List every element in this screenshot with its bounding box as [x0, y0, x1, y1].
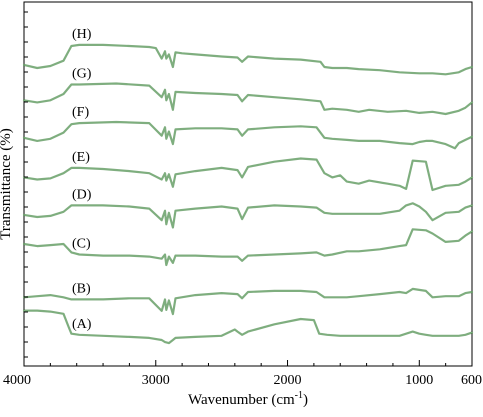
spectrum-shadow-e [22, 157, 474, 192]
series-label-f: (F) [72, 105, 89, 120]
x-tick-label-3000: 3000 [142, 373, 170, 388]
x-tick-label-4000: 4000 [3, 373, 31, 388]
x-axis-label: Wavenumber (cm-1) [188, 390, 308, 408]
spectrum-shadow-f [22, 120, 474, 150]
x-axis-label-close: ) [303, 392, 308, 408]
spectrum-line-e [23, 157, 473, 191]
spectrum-line-c [23, 228, 473, 266]
series-label-g: (G) [72, 66, 92, 81]
spectrum-line-b [23, 288, 473, 315]
series-labels: (H) (G) (F) (E) (D) (C) (B) (A) [72, 27, 92, 332]
series-label-e: (E) [72, 150, 90, 165]
x-axis-label-superscript: -1 [295, 390, 303, 401]
spectra-group [22, 43, 474, 345]
spectrum-line-g [23, 82, 473, 115]
series-label-d: (D) [72, 187, 92, 202]
plot-frame [23, 1, 473, 367]
x-tick-label-1000: 1000 [405, 373, 433, 388]
spectrum-shadow-g [22, 82, 474, 116]
series-label-h: (H) [72, 27, 92, 42]
spectrum-line-f [23, 121, 473, 149]
x-tick-label-600: 600 [461, 373, 482, 388]
x-tick-label-2000: 2000 [274, 373, 302, 388]
y-axis-ticks [24, 11, 28, 358]
y-axis-label: Transmittance (%) [0, 128, 14, 240]
spectrum-line-d [23, 202, 473, 229]
x-axis-label-main: Wavenumber (cm [188, 392, 295, 408]
x-axis-ticks: 4000 3000 2000 1000 600 [3, 360, 482, 388]
series-label-c: (C) [72, 237, 91, 252]
series-label-a: (A) [72, 317, 92, 332]
spectrum-line-h [23, 44, 473, 75]
spectrum-shadow-c [22, 228, 474, 267]
spectrum-line-a [23, 310, 473, 344]
series-label-b: (B) [72, 281, 91, 296]
